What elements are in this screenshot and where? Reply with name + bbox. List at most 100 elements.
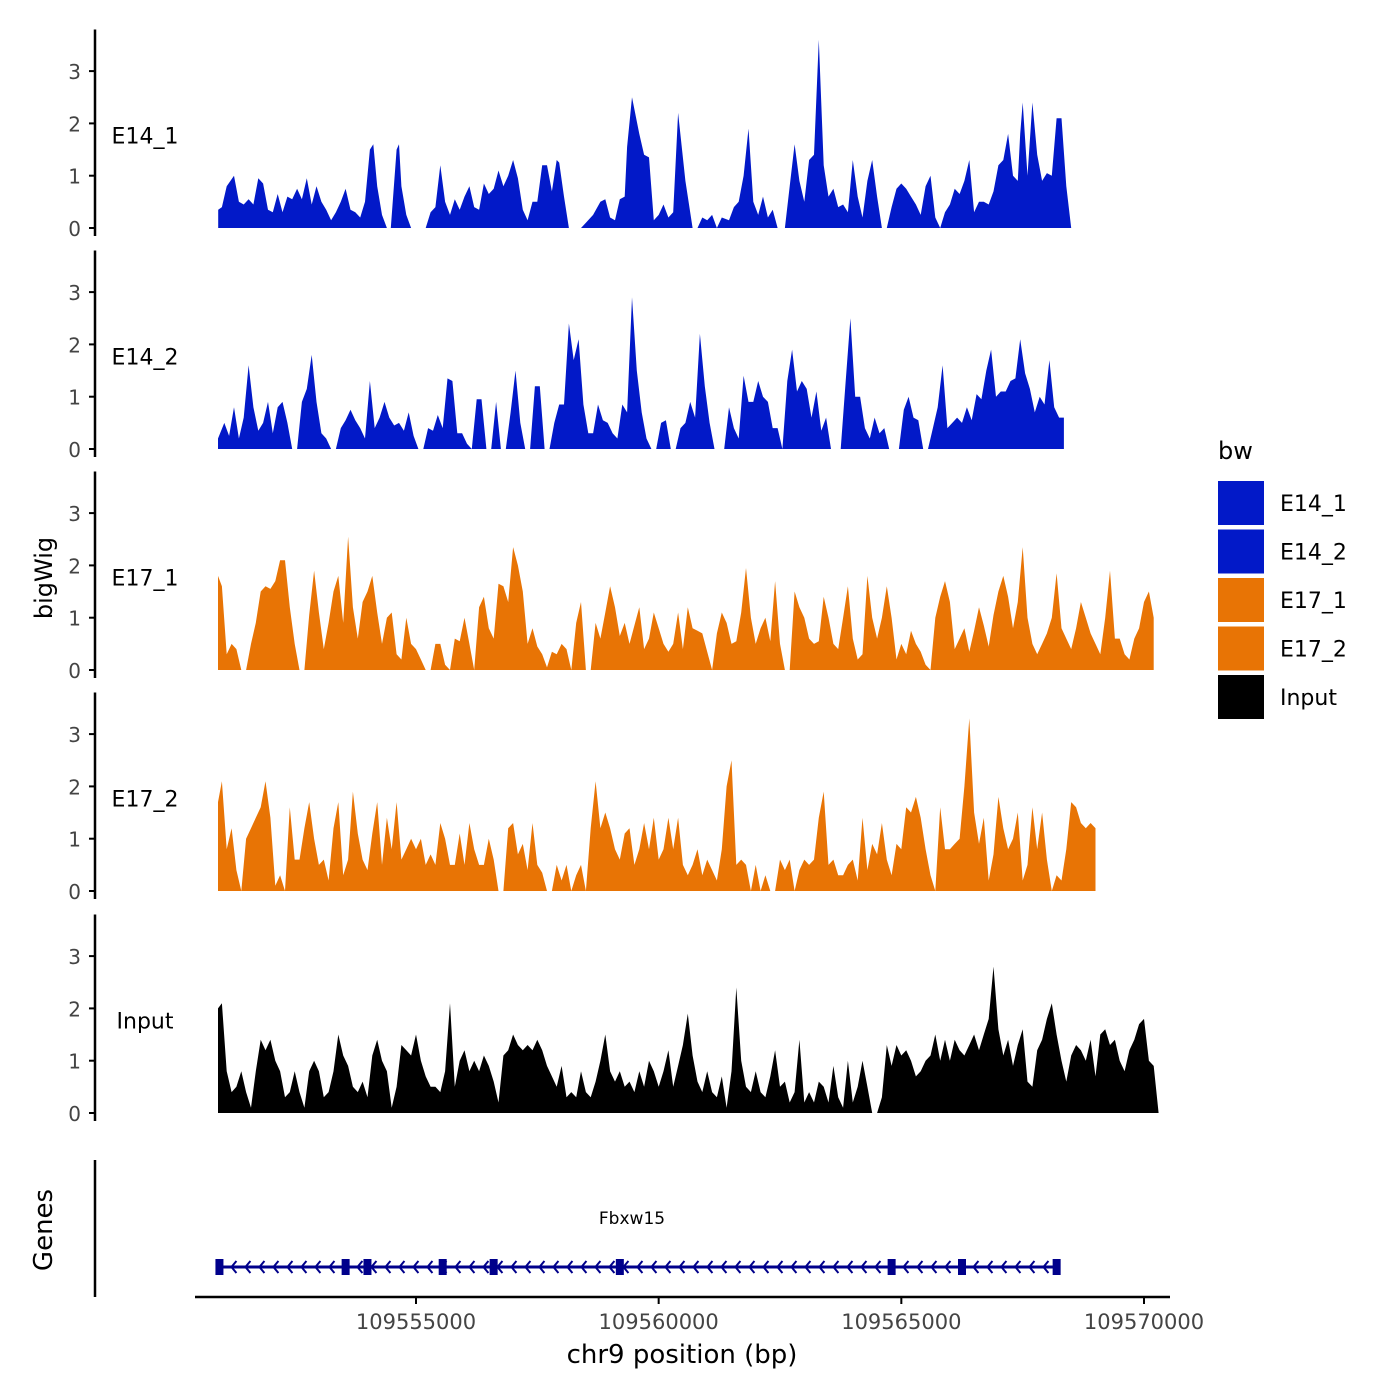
strand-arrow bbox=[510, 1260, 518, 1274]
y-tick-label: 0 bbox=[68, 659, 81, 683]
y-tick-label: 1 bbox=[68, 386, 81, 410]
strand-arrow bbox=[272, 1260, 280, 1274]
strand-arrow bbox=[972, 1260, 980, 1274]
strand-arrow bbox=[244, 1260, 252, 1274]
legend-label-e14-2: E14_2 bbox=[1280, 541, 1347, 566]
track-e14-2: 0 1 2 3 E14_2 bbox=[68, 250, 1064, 462]
y-tick-label: 0 bbox=[68, 1102, 81, 1126]
legend-key-e17-1 bbox=[1218, 578, 1264, 622]
exon bbox=[615, 1259, 624, 1275]
strand-arrow bbox=[790, 1260, 798, 1274]
genes-axis-title: Genes bbox=[29, 1189, 59, 1271]
strand-arrow bbox=[664, 1260, 672, 1274]
coverage-area-e14-2 bbox=[218, 297, 1064, 449]
strand-arrow bbox=[762, 1260, 770, 1274]
strand-arrow bbox=[1042, 1260, 1050, 1274]
track-label-input: Input bbox=[117, 1009, 174, 1034]
strand-arrow bbox=[314, 1260, 322, 1274]
y-tick-label: 3 bbox=[68, 281, 81, 305]
x-axis: 109555000 109560000 109565000 109570000 bbox=[195, 1295, 1204, 1334]
exon bbox=[363, 1259, 372, 1275]
strand-arrow bbox=[426, 1260, 434, 1274]
legend-key-e14-1 bbox=[1218, 481, 1264, 525]
strand-arrow bbox=[902, 1260, 910, 1274]
strand-arrow bbox=[776, 1260, 784, 1274]
track-label-e14-1: E14_1 bbox=[112, 124, 179, 149]
exon bbox=[489, 1259, 498, 1275]
strand-arrow bbox=[230, 1260, 238, 1274]
strand-arrow bbox=[944, 1260, 952, 1274]
y-tick-label: 1 bbox=[68, 828, 81, 852]
strand-arrow bbox=[692, 1260, 700, 1274]
y-tick-label: 3 bbox=[68, 60, 81, 84]
legend-key-e17-2 bbox=[1218, 626, 1264, 671]
strand-arrow bbox=[748, 1260, 756, 1274]
track-e14-1: 0 1 2 3 E14_1 bbox=[68, 29, 1072, 241]
exon bbox=[958, 1259, 966, 1275]
track-e17-1: 0 1 2 3 E17_1 bbox=[68, 471, 1154, 683]
y-tick-label: 2 bbox=[68, 333, 81, 357]
coverage-area-input bbox=[218, 966, 1159, 1113]
strand-arrow bbox=[580, 1260, 588, 1274]
y-tick-label: 0 bbox=[68, 438, 81, 462]
y-tick-label: 2 bbox=[68, 112, 81, 136]
strand-arrow bbox=[356, 1260, 364, 1274]
y-tick-label: 2 bbox=[68, 997, 81, 1021]
coverage-area-e17-1 bbox=[218, 536, 1154, 670]
bigwig-tracks: 0 1 2 3 E14_1 0 1 2 3 E14_2 0 1 2 3 E17_1 0 1 2 3 E17_2 0 1 2 3… bbox=[68, 29, 1159, 1126]
exon bbox=[438, 1259, 447, 1275]
y-tick-label: 0 bbox=[68, 880, 81, 904]
strand-arrow bbox=[468, 1260, 476, 1274]
x-axis-title: chr9 position (bp) bbox=[567, 1340, 798, 1370]
strand-arrow bbox=[678, 1260, 686, 1274]
legend-key-e14-2 bbox=[1218, 529, 1264, 574]
strand-arrow bbox=[412, 1260, 420, 1274]
y-axis-title: bigWig bbox=[30, 537, 58, 619]
track-label-e17-1: E17_1 bbox=[112, 566, 179, 591]
track-e17-2: 0 1 2 3 E17_2 bbox=[68, 692, 1096, 904]
strand-arrow bbox=[524, 1260, 532, 1274]
legend-key-input bbox=[1218, 675, 1264, 719]
legend-label-e17-2: E17_2 bbox=[1280, 638, 1347, 663]
y-tick-label: 3 bbox=[68, 945, 81, 969]
legend: bw E14_1 E14_2 E17_1 E17_2 Input bbox=[1218, 437, 1347, 719]
strand-arrow bbox=[734, 1260, 742, 1274]
gene-label: Fbxw15 bbox=[599, 1209, 665, 1229]
y-tick-label: 1 bbox=[68, 1050, 81, 1074]
y-tick-label: 3 bbox=[68, 502, 81, 526]
strand-arrow bbox=[398, 1260, 406, 1274]
y-tick-label: 3 bbox=[68, 723, 81, 747]
strand-arrow bbox=[846, 1260, 854, 1274]
strand-arrow bbox=[804, 1260, 812, 1274]
strand-arrow bbox=[720, 1260, 728, 1274]
y-tick-label: 1 bbox=[68, 607, 81, 631]
strand-arrow bbox=[986, 1260, 994, 1274]
x-tick-label: 109570000 bbox=[1084, 1310, 1204, 1334]
track-input: 0 1 2 3 Input bbox=[68, 914, 1159, 1126]
x-tick-label: 109565000 bbox=[841, 1310, 961, 1334]
track-label-e14-2: E14_2 bbox=[112, 345, 179, 370]
strand-arrow bbox=[454, 1260, 462, 1274]
y-tick-label: 2 bbox=[68, 775, 81, 799]
y-tick-label: 2 bbox=[68, 554, 81, 578]
strand-arrow bbox=[874, 1260, 882, 1274]
exon bbox=[215, 1259, 224, 1275]
strand-arrow bbox=[650, 1260, 658, 1274]
coverage-area-e14-1 bbox=[218, 39, 1072, 229]
coverage-area-e17-2 bbox=[218, 718, 1096, 891]
strand-arrow bbox=[818, 1260, 826, 1274]
strand-arrow bbox=[300, 1260, 308, 1274]
x-tick-label: 109560000 bbox=[599, 1310, 719, 1334]
strand-arrow bbox=[608, 1260, 616, 1274]
strand-arrow bbox=[328, 1260, 336, 1274]
x-tick-label: 109555000 bbox=[356, 1310, 476, 1334]
strand-arrow bbox=[636, 1260, 644, 1274]
strand-arrow bbox=[384, 1260, 392, 1274]
strand-arrow bbox=[1028, 1260, 1036, 1274]
strand-arrow bbox=[566, 1260, 574, 1274]
strand-arrow bbox=[538, 1260, 546, 1274]
exon bbox=[341, 1259, 350, 1275]
legend-label-e14-1: E14_1 bbox=[1280, 492, 1347, 517]
track-label-e17-2: E17_2 bbox=[112, 787, 179, 812]
